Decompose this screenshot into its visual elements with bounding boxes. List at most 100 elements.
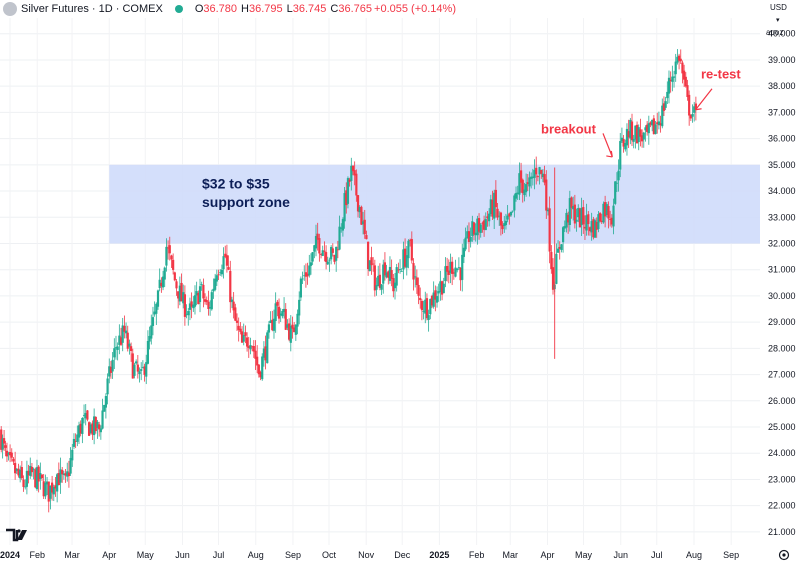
candle-body [252,346,255,352]
y-tick-label: 36.000 [768,134,796,144]
breakout-arrow [602,133,613,158]
currency-selector[interactable]: USD [770,3,787,12]
candle-body [627,131,630,138]
candle-body [49,485,52,499]
chevron-down-icon[interactable]: ▾ [776,17,780,24]
candle-body [666,91,669,99]
candle-body [140,369,143,371]
candle-body [679,58,682,62]
high-value: 36.795 [248,3,283,15]
candle-body [52,487,55,495]
candle-body [469,237,472,242]
candle-body [494,189,497,208]
candle-body [482,220,486,230]
x-tick-label: 2024 [0,550,20,560]
candle-body [578,208,582,228]
candle-body [240,331,244,343]
candle-body [388,266,392,281]
x-tick-label: Dec [394,550,411,560]
y-tick-label: 24.000 [768,448,796,458]
candle-body [183,294,186,317]
candle-body [585,215,588,231]
candle-body [467,231,471,242]
candle-body [538,167,541,175]
candle-body [170,255,173,260]
candle-body [380,284,383,290]
candle-body [543,174,546,183]
candle-body [592,219,595,238]
candle-body [583,226,587,229]
candle-body [667,77,671,94]
candle-body [160,282,163,287]
candle-body [161,276,165,288]
retest-arrow [694,88,713,111]
candle-body [573,204,576,224]
candle-body [516,192,519,194]
candle-body [113,348,116,358]
candle-body [657,121,661,126]
price-axis[interactable]: 21.000 22.000 23.000 24.000 25.000 26.000 27.0… [760,0,800,564]
y-tick-label: 35.000 [768,160,796,170]
candle-body [244,332,247,336]
x-tick-label: Apr [540,550,554,560]
candle-body [501,224,504,230]
candle-body [333,254,336,262]
candle-body [503,223,506,226]
candle-body [209,307,212,309]
candle-body [612,205,615,227]
candle-body [165,246,168,266]
candle-body [168,245,171,254]
candle-body [343,193,346,222]
candle-body [51,482,54,493]
candle-body [415,277,418,286]
candle-body [262,348,265,358]
x-tick-label: Feb [469,550,485,560]
candle-body [257,364,260,375]
candle-body [133,364,136,376]
candle-body [429,298,432,315]
candle-body [572,206,575,210]
candle-body [311,252,314,262]
candle-body [19,469,22,479]
gear-icon[interactable] [778,549,790,561]
symbol-title[interactable]: Silver Futures · 1D · COMEX [21,3,163,15]
candle-body [346,178,350,204]
candle-body [523,189,526,196]
candle-body [580,208,583,226]
candle-body [269,320,272,324]
candle-body [20,467,23,479]
candle-body [54,485,57,489]
candle-body [419,297,422,301]
candle-body [439,281,442,293]
candle-body [496,208,499,218]
candle-body [686,85,689,97]
candle-body [595,221,598,230]
candle-body [138,371,141,375]
candle-body [301,278,304,280]
y-tick-label: 34.000 [768,186,796,196]
candle-body [372,263,375,265]
candle-body [588,227,592,232]
candle-body [341,219,345,231]
x-tick-label: Aug [686,550,702,560]
candle-body [479,224,482,233]
candle-body [309,262,313,266]
candle-body [519,170,523,183]
time-axis[interactable]: 2024 Feb Mar Apr May Jun Jul Aug Sep Oct Nov Dec 202… [0,550,739,560]
tradingview-logo-icon[interactable] [6,528,27,542]
scale-mode-buttons[interactable]: apoz [766,28,784,37]
candle-body [14,462,17,474]
candle-body [264,346,267,361]
candle-body [659,123,662,126]
y-tick-label: 30.000 [768,291,796,301]
candle-body [267,324,271,333]
y-tick-label: 23.000 [768,474,796,484]
candle-body [437,291,440,294]
candle-body [146,340,150,364]
candle-body [382,264,385,284]
candle-body [456,268,459,271]
candle-body [227,267,230,270]
y-tick-label: 40.000 [768,29,796,39]
candle-body [151,317,155,326]
